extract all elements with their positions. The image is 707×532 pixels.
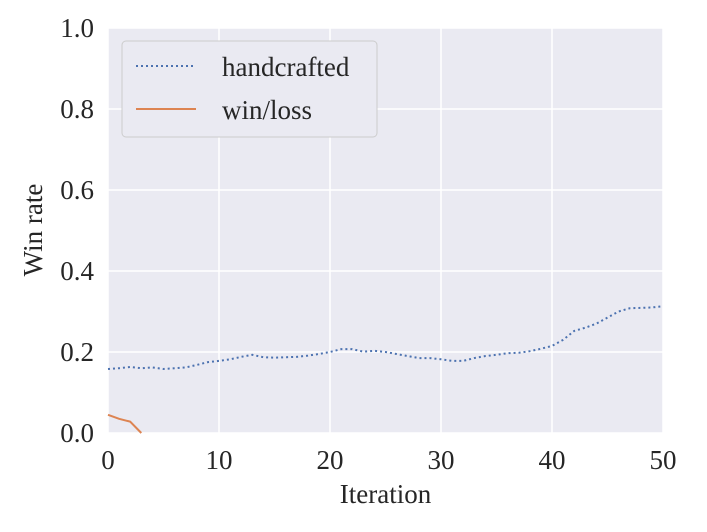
series-line-handcrafted [107, 305, 664, 371]
legend-box [121, 40, 378, 138]
y-tick-label: 0.6 [60, 175, 94, 205]
x-tick-label: 50 [650, 445, 677, 475]
y-tick-label: 1.0 [60, 13, 94, 43]
y-axis-label: Win rate [18, 184, 48, 277]
series-line-winloss [107, 413, 143, 434]
x-axis-label: Iteration [340, 479, 432, 509]
y-tick-label: 0.0 [60, 418, 94, 448]
legend: handcrafted win/loss [121, 40, 378, 138]
x-tick-label: 0 [101, 445, 115, 475]
tick-labels: 0 10 20 30 40 50 0.0 0.2 0.4 0.6 0.8 1.0 [60, 13, 676, 475]
x-tick-label: 10 [206, 445, 233, 475]
y-tick-label: 0.2 [60, 337, 94, 367]
series-layer [107, 305, 664, 434]
y-tick-label: 0.8 [60, 94, 94, 124]
y-tick-label: 0.4 [60, 256, 94, 286]
legend-label-winloss: win/loss [222, 95, 312, 125]
x-tick-label: 20 [317, 445, 344, 475]
x-tick-label: 30 [428, 445, 455, 475]
legend-label-handcrafted: handcrafted [222, 52, 350, 82]
x-tick-label: 40 [539, 445, 566, 475]
